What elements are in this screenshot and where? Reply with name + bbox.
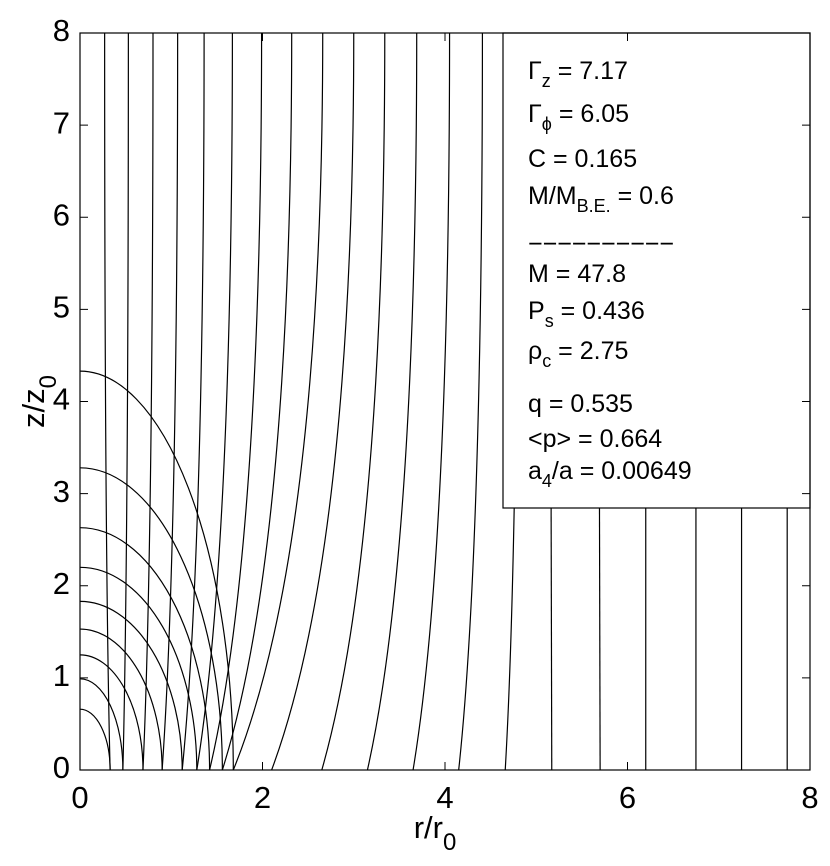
field-line [271,33,355,770]
field-line [122,33,129,770]
annotation-main: ρ [528,337,542,365]
y-label-sub: 0 [35,375,62,388]
field-line [321,33,386,770]
annotation: <p> = 0.664 [528,425,662,453]
annotation: a4/a = 0.00649 [528,457,692,491]
x-tick-label: 8 [801,780,818,815]
y-tick-label: 1 [53,658,70,693]
field-line [412,33,451,770]
annotation-main: <p> = 0.664 [528,425,662,453]
y-tick-label: 7 [53,105,70,140]
annotation-main: −−−−−−−−−− [528,230,674,258]
annotation-rest: /a = 0.00649 [552,457,692,485]
annotation-rest: = 7.17 [551,57,628,85]
annotation-rest: = 6.05 [552,100,629,128]
annotation-sub: B.E. [577,196,611,216]
y-tick-label: 5 [53,290,70,325]
x-tick-label: 2 [254,780,271,815]
annotation: M/MB.E. = 0.6 [528,182,674,216]
annotation: Γz = 7.17 [528,57,628,91]
annotation-box [502,32,811,509]
density-contour [80,566,198,770]
density-contour [80,467,223,770]
field-line [458,33,484,770]
x-label-main: r/r [414,810,443,845]
annotation: Γϕ = 6.05 [528,100,629,134]
annotation-sub: ϕ [542,114,552,134]
x-tick-label: 6 [619,780,636,815]
annotation: −−−−−−−−−− [528,230,674,258]
annotation-main: M/M [528,182,577,210]
x-axis-label: r/r0 [414,810,457,856]
y-axis-label: z/z0 [16,375,62,428]
field-line [232,33,324,770]
density-contour [80,600,183,770]
annotation-main: a [528,457,542,485]
density-contour [80,370,234,770]
annotation: M = 47.8 [528,260,626,288]
x-label-sub: 0 [443,829,456,856]
field-line [104,33,111,770]
y-tick-label: 2 [53,566,70,601]
annotation-main: C = 0.165 [528,145,637,173]
annotation: C = 0.165 [528,145,637,173]
annotation-sub: s [545,311,554,331]
field-line [208,33,263,770]
y-tick-label: 3 [53,474,70,509]
annotation-main: P [528,297,545,325]
annotation: ρc = 2.75 [528,337,628,371]
annotation-main: Γ [528,100,542,128]
y-tick-label: 0 [53,750,70,785]
annotation: Ps = 0.436 [528,297,645,331]
x-tick-label: 4 [436,780,453,815]
y-tick-label: 6 [53,197,70,232]
annotation-rest: = 0.436 [554,297,645,325]
y-label-main: z/z [16,388,51,428]
annotation-main: Γ [528,57,542,85]
annotation: q = 0.535 [528,390,633,418]
annotation-sub: c [542,351,551,371]
density-contour [80,708,111,770]
density-contour [80,678,124,770]
density-contour [80,628,163,770]
y-tick-label: 4 [53,382,70,417]
density-contour [80,527,211,770]
x-tick-label: 0 [71,780,88,815]
field-line [161,33,179,770]
y-tick-label: 8 [53,13,70,48]
annotation-sub: z [542,71,551,91]
field-line [196,33,233,770]
field-line [181,33,205,770]
annotation-main: M = 47.8 [528,260,626,288]
field-line [366,33,418,770]
annotation-rest: = 0.6 [611,182,674,210]
annotation-main: q = 0.535 [528,390,633,418]
field-line [142,33,154,770]
field-line [221,33,293,770]
annotation-rest: = 2.75 [551,337,628,365]
density-contour [80,654,144,770]
annotation-sub: 4 [542,471,552,491]
